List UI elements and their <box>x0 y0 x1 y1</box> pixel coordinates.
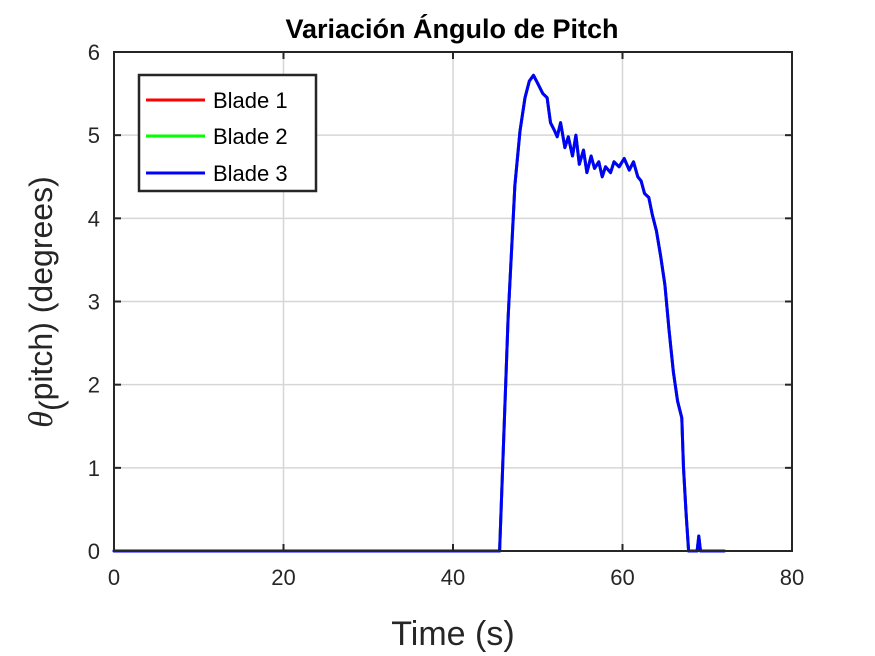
x-ticks: 0 20 40 60 80 <box>108 52 804 590</box>
y-tick-label: 6 <box>88 40 100 65</box>
y-ticks: 0 1 2 3 4 5 6 <box>88 40 792 564</box>
y-tick-label: 4 <box>88 206 100 231</box>
y-tick-label: 2 <box>88 373 100 398</box>
legend-label: Blade 1 <box>213 88 288 113</box>
chart-title: Variación Ángulo de Pitch <box>285 13 618 44</box>
legend-items: Blade 1 Blade 2 Blade 3 <box>146 88 288 186</box>
x-tick-label: 60 <box>610 565 634 590</box>
series-line-3 <box>112 73 726 553</box>
y-axis-label-subscript: ( <box>33 400 69 411</box>
x-tick-label: 80 <box>780 565 804 590</box>
legend: Blade 1 Blade 2 Blade 3 <box>137 73 318 193</box>
y-tick-label: 1 <box>88 456 100 481</box>
y-tick-label: 5 <box>88 123 100 148</box>
x-tick-label: 40 <box>441 565 465 590</box>
x-axis-label: Time (s) <box>391 615 514 653</box>
y-axis-label-symbol: θ <box>23 411 60 428</box>
legend-label: Blade 2 <box>213 124 288 149</box>
y-tick-label: 0 <box>88 539 100 564</box>
y-axis-label-text: θ(pitch) (degrees) <box>23 176 69 427</box>
x-tick-label: 0 <box>108 565 120 590</box>
x-tick-label: 20 <box>271 565 295 590</box>
y-axis-label: θ(pitch) (degrees) <box>23 176 69 427</box>
legend-label: Blade 3 <box>213 161 288 186</box>
series-layer <box>112 73 726 553</box>
y-tick-label: 3 <box>88 290 100 315</box>
y-axis-label-rest: pitch) (degrees) <box>23 176 59 400</box>
